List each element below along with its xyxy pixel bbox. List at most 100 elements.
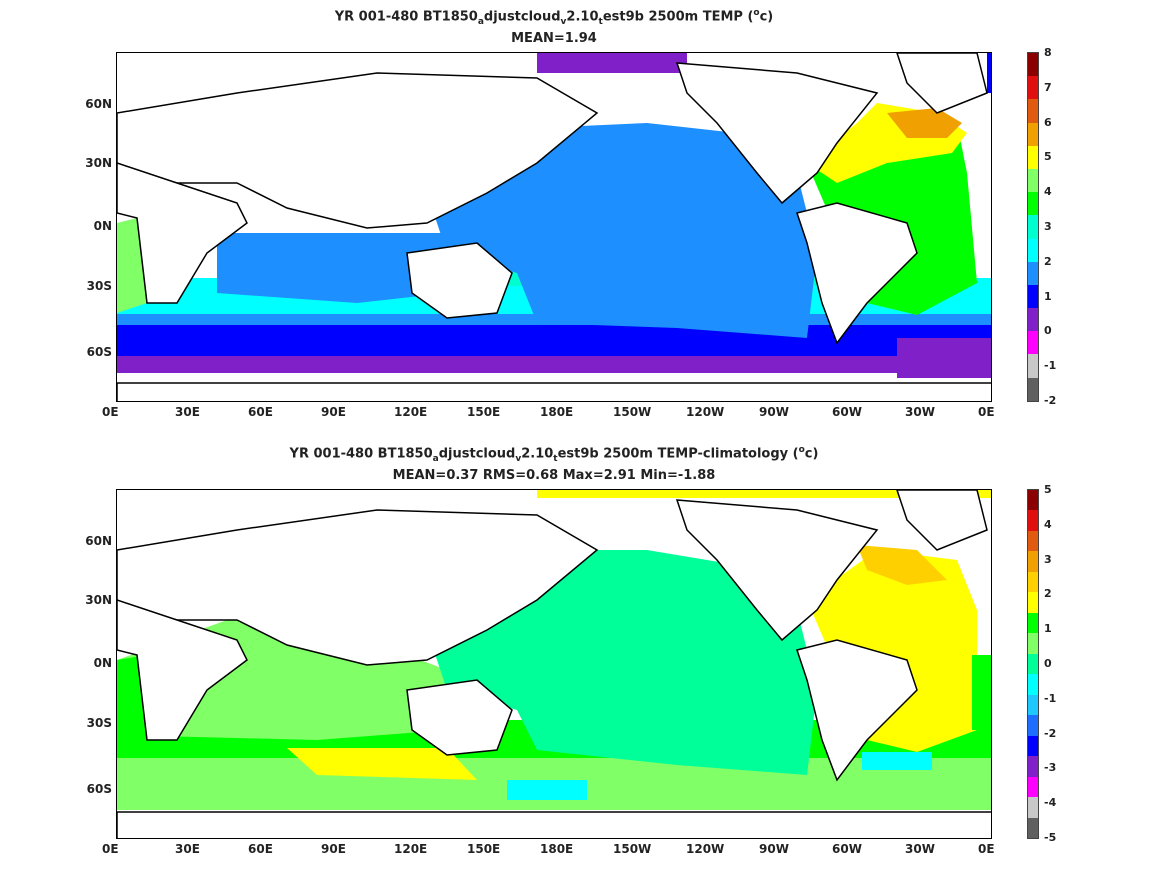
top-continent-greenland: [896, 53, 988, 114]
bottom-atlantic-orange: [857, 545, 947, 585]
bottom-arctic-yellow: [537, 490, 991, 498]
bottom-colorbar-label: -5: [1044, 831, 1057, 844]
top-colorbar-label: 0: [1044, 324, 1052, 338]
bottom-colorbar-label: -3: [1044, 761, 1057, 775]
bottom-colorbar: [1027, 489, 1039, 839]
bottom-colorbar-segment: [1028, 510, 1038, 531]
bottom-atlantic-south-cyan: [862, 752, 932, 770]
bottom-cyan-patch-south: [507, 780, 587, 800]
top-xtick-label: 90W: [759, 405, 789, 419]
top-subtitle: MEAN=1.94: [511, 31, 597, 46]
bottom-continent-africa: [117, 599, 248, 741]
bottom-ytick-label: 30S: [86, 715, 112, 730]
top-colorbar-segment: [1028, 53, 1038, 77]
bottom-title: YR 001-480 BT1850adjustcloudv2.10test9b …: [289, 445, 819, 464]
bottom-colorbar-label: 0: [1044, 657, 1052, 670]
bottom-xtick-label: 30E: [175, 842, 200, 856]
bottom-colorbar-segment: [1028, 490, 1038, 511]
top-colorbar-segment: [1028, 76, 1038, 100]
bottom-colorbar-label: 5: [1044, 483, 1052, 496]
bottom-atlantic-ocean: [807, 550, 977, 752]
bottom-colorbar-label: 1: [1044, 622, 1052, 636]
top-colorbar-segment: [1028, 192, 1038, 216]
bottom-colorbar-label: -2: [1044, 726, 1057, 740]
top-colorbar-segment: [1028, 284, 1038, 309]
top-ytick-label: 30S: [86, 278, 112, 293]
bottom-xtick-label: 30W: [905, 842, 935, 856]
bottom-colorbar-segment: [1028, 694, 1038, 716]
top-colorbar: [1027, 52, 1039, 402]
bottom-colorbar-segment: [1028, 653, 1038, 675]
top-map-plot: [117, 53, 991, 401]
top-xtick-label: 0E: [102, 405, 119, 419]
bottom-xtick-label: 150E: [467, 842, 501, 856]
bottom-colorbar-segment: [1028, 612, 1038, 634]
top-arctic-purple: [537, 53, 687, 73]
bottom-continent-north-america: [675, 499, 879, 642]
top-xtick-label: 60E: [248, 405, 273, 419]
top-indian-ocean: [217, 233, 447, 303]
bottom-colorbar-segment: [1028, 633, 1038, 654]
top-xtick-label: 30W: [905, 405, 935, 419]
top-ytick-label: 30N: [85, 156, 112, 170]
top-colorbar-label: -2: [1044, 394, 1057, 407]
top-colorbar-segment: [1028, 261, 1038, 285]
top-colorbar-label: 3: [1044, 220, 1052, 233]
bottom-xtick-label: 90E: [321, 842, 346, 856]
top-colorbar-segment: [1028, 308, 1038, 332]
bottom-xtick-label: 0E: [102, 842, 119, 856]
top-colorbar-label: 4: [1044, 185, 1052, 199]
bottom-ytick-label: 60S: [86, 782, 112, 796]
top-title: YR 001-480 BT1850adjustcloudv2.10test9b …: [334, 8, 774, 27]
top-atlantic-south-purple: [897, 338, 991, 378]
bottom-colorbar-label: 2: [1044, 587, 1052, 601]
bottom-continent-south-america: [796, 639, 918, 782]
top-xtick-label: 150W: [613, 405, 652, 419]
bottom-xtick-label: 180E: [540, 842, 574, 856]
bottom-colorbar-segment: [1028, 571, 1038, 593]
bottom-xtick-label: 60E: [248, 842, 273, 856]
bottom-colorbar-segment: [1028, 776, 1038, 798]
top-colorbar-segment: [1028, 354, 1038, 378]
top-colorbar-segment: [1028, 122, 1038, 146]
bottom-xtick-label: 150W: [613, 842, 652, 856]
bottom-xtick-label: 90W: [759, 842, 789, 856]
top-colorbar-label: 1: [1044, 289, 1052, 303]
top-continent-north-america: [675, 62, 879, 205]
bottom-colorbar-label: -4: [1044, 796, 1057, 810]
bottom-colorbar-segment: [1028, 797, 1038, 818]
top-colorbar-label: 5: [1044, 150, 1052, 164]
bottom-subtitle: MEAN=0.37 RMS=0.68 Max=2.91 Min=-1.88: [392, 468, 716, 483]
top-ytick-label: 60N: [85, 96, 112, 111]
top-xtick-label: 0E: [978, 405, 995, 419]
bottom-map-plot: [117, 490, 991, 838]
bottom-colorbar-segment: [1028, 756, 1038, 777]
bottom-colorbar-label: -1: [1044, 691, 1057, 705]
top-continent-australia: [406, 242, 513, 319]
bottom-atlantic-east: [972, 655, 991, 730]
top-ytick-label: 60S: [86, 345, 112, 359]
bottom-colorbar-segment: [1028, 735, 1038, 757]
bottom-ytick-label: 30N: [85, 593, 112, 607]
top-arctic-blue: [987, 53, 991, 93]
top-xtick-label: 30E: [175, 405, 200, 419]
top-band-blue-south: [117, 321, 991, 356]
top-colorbar-segment: [1028, 168, 1038, 193]
bottom-colorbar-segment: [1028, 530, 1038, 552]
bottom-colorbar-segment: [1028, 592, 1038, 613]
top-atlantic-orange: [887, 108, 962, 138]
top-xtick-label: 120W: [686, 405, 725, 419]
top-map: [116, 52, 992, 402]
top-colorbar-label: 2: [1044, 254, 1052, 268]
bottom-continent-greenland: [896, 490, 988, 551]
bottom-continent-antarctica: [117, 811, 991, 838]
top-xtick-label: 60W: [832, 405, 862, 419]
top-colorbar-label: 6: [1044, 115, 1052, 129]
bottom-continent-australia: [406, 679, 513, 756]
top-colorbar-segment: [1028, 377, 1038, 401]
bottom-xtick-label: 120E: [394, 842, 428, 856]
top-xtick-label: 180E: [540, 405, 574, 419]
top-colorbar-segment: [1028, 238, 1038, 262]
bottom-xtick-label: 120W: [686, 842, 725, 856]
top-pacific-ocean: [417, 123, 817, 338]
